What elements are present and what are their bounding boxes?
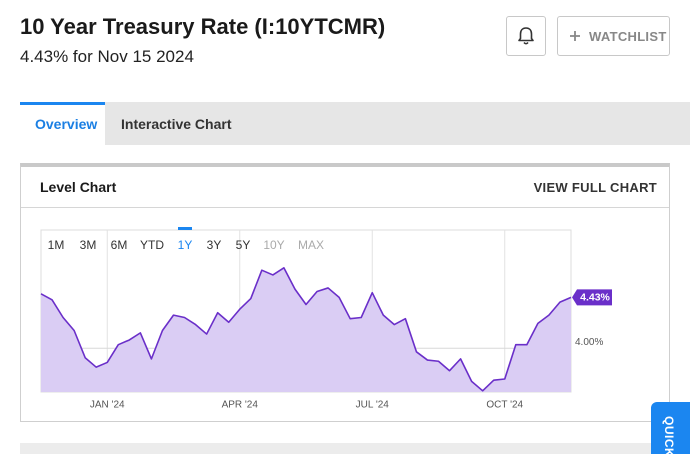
quick-label: QUICK <box>662 416 676 454</box>
card-divider <box>21 207 669 208</box>
range-label: 3Y <box>207 238 222 252</box>
range-label: 1Y <box>178 238 193 252</box>
range-button[interactable]: YTD <box>140 238 164 252</box>
plus-icon <box>570 31 580 41</box>
x-tick-label: JUL '24 <box>356 400 390 411</box>
area-fill <box>41 267 571 392</box>
tab[interactable]: Interactive Chart <box>121 102 231 145</box>
tab-bar: Overview Interactive Chart <box>20 102 690 145</box>
range-button[interactable]: 1M <box>48 238 65 252</box>
watchlist-button[interactable]: WATCHLIST <box>557 16 670 56</box>
range-button[interactable]: 3M <box>80 238 97 252</box>
range-button[interactable]: 3Y <box>207 238 222 252</box>
x-tick-label: APR '24 <box>222 400 259 411</box>
range-label: YTD <box>140 238 164 252</box>
value-flag <box>572 289 612 306</box>
alert-button[interactable] <box>506 16 546 56</box>
tab-label: Interactive Chart <box>121 116 232 132</box>
range-label: 1M <box>48 238 65 252</box>
quick-tab[interactable]: QUICK <box>651 402 690 454</box>
range-button[interactable]: 6M <box>111 238 128 252</box>
view-full-chart-link[interactable]: VIEW FULL CHART <box>533 180 657 195</box>
range-label: 10Y <box>263 238 284 252</box>
tab-label: Overview <box>35 116 98 132</box>
bell-icon <box>518 27 534 45</box>
series-line <box>40 267 572 392</box>
range-label: 3M <box>80 238 97 252</box>
range-button: MAX <box>298 238 324 252</box>
page-subtitle: 4.43% for Nov 15 2024 <box>20 47 194 66</box>
tab[interactable]: Overview <box>20 102 105 145</box>
chart-card <box>20 163 670 422</box>
next-section <box>20 443 690 454</box>
range-label: MAX <box>298 238 324 252</box>
watchlist-label: WATCHLIST <box>589 29 667 44</box>
x-tick-label: JAN '24 <box>90 400 125 411</box>
card-title: Level Chart <box>40 179 117 195</box>
range-active-indicator <box>178 227 192 230</box>
value-label: 4.43% <box>580 292 610 304</box>
range-button[interactable]: 5Y <box>236 238 251 252</box>
page-title: 10 Year Treasury Rate (I:10YTCMR) <box>20 14 386 39</box>
range-button[interactable]: 1Y <box>178 227 193 252</box>
range-label: 6M <box>111 238 128 252</box>
y-tick-label: 4.00% <box>575 337 603 348</box>
range-label: 5Y <box>236 238 251 252</box>
range-button: 10Y <box>263 238 284 252</box>
x-tick-label: OCT '24 <box>486 400 523 411</box>
